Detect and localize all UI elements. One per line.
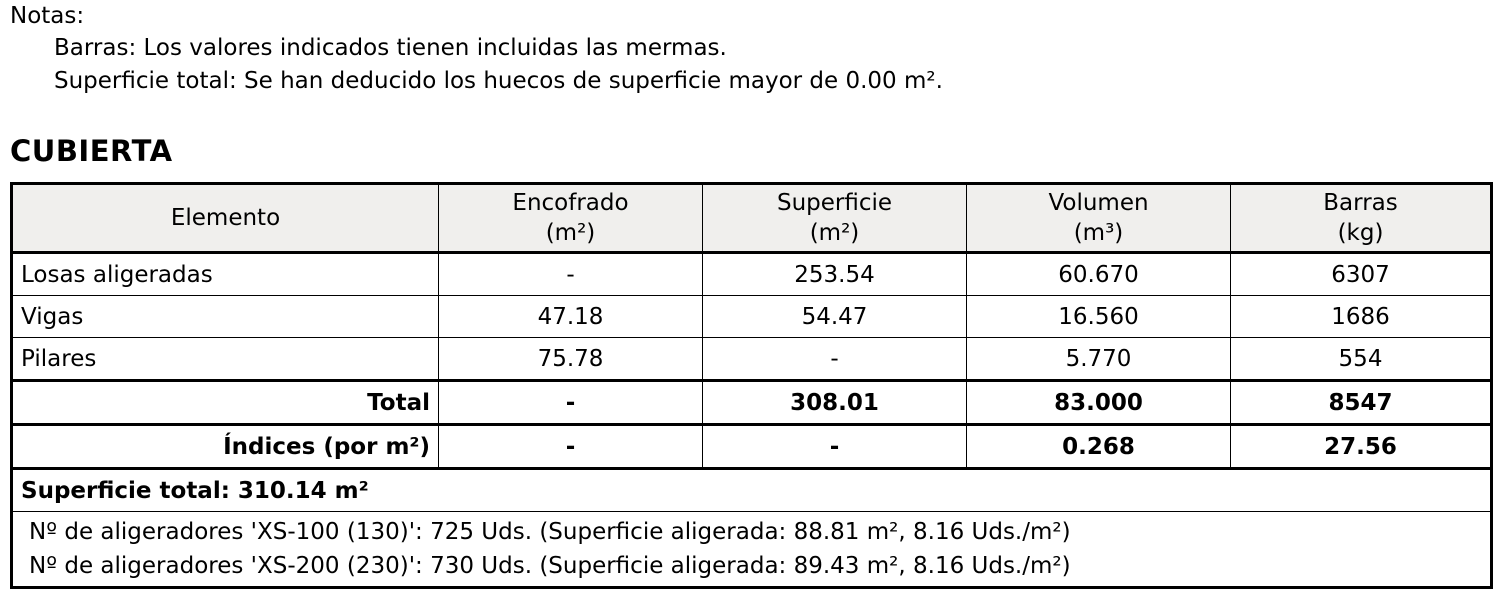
- superficie-total-row: Superficie total: 310.14 m²: [11, 467, 1492, 512]
- aligeradores-info: Nº de aligeradores 'XS-100 (130)': 725 U…: [11, 511, 1492, 588]
- cell: -: [702, 423, 967, 470]
- table-row: Losas aligeradas - 253.54 60.670 6307: [11, 252, 1492, 296]
- cell: 75.78: [438, 337, 703, 381]
- cell: Losas aligeradas: [11, 252, 439, 296]
- table-row: Vigas 47.18 54.47 16.560 1686: [11, 295, 1492, 338]
- superficie-total: Superficie total: 310.14 m²: [11, 467, 1492, 512]
- aligeradores-row: Nº de aligeradores 'XS-100 (130)': 725 U…: [11, 511, 1492, 588]
- aligeradores-line: Nº de aligeradores 'XS-200 (230)': 730 U…: [29, 553, 1071, 579]
- cell: -: [438, 379, 703, 426]
- notes-title: Notas:: [10, 3, 85, 29]
- cell: 0.268: [966, 423, 1231, 470]
- cell: 554: [1230, 337, 1492, 381]
- cell: 5.770: [966, 337, 1231, 381]
- cell: 47.18: [438, 295, 703, 338]
- cell: 54.47: [702, 295, 967, 338]
- table-header-row: Elemento Encofrado (m²) Superficie (m²) Vo…: [11, 183, 1492, 254]
- cell: 83.000: [966, 379, 1231, 426]
- header-volumen: Volumen (m³): [966, 183, 1231, 254]
- header-barras: Barras (kg): [1230, 183, 1492, 254]
- cell: Vigas: [11, 295, 439, 338]
- cell: 60.670: [966, 252, 1231, 296]
- cell: 308.01: [702, 379, 967, 426]
- cell: 27.56: [1230, 423, 1492, 470]
- cell: -: [702, 337, 967, 381]
- cell: 16.560: [966, 295, 1231, 338]
- cell: 6307: [1230, 252, 1492, 296]
- cell: Índices (por m²): [11, 423, 439, 470]
- summary-table: Elemento Encofrado (m²) Superficie (m²) Vo…: [10, 182, 1493, 589]
- indices-row: Índices (por m²) - - 0.268 27.56: [11, 423, 1492, 470]
- aligeradores-line: Nº de aligeradores 'XS-100 (130)': 725 U…: [29, 519, 1071, 545]
- cell: -: [438, 252, 703, 296]
- header-encofrado: Encofrado (m²): [438, 183, 703, 254]
- cell: -: [438, 423, 703, 470]
- total-row: Total - 308.01 83.000 8547: [11, 379, 1492, 426]
- cell: 8547: [1230, 379, 1492, 426]
- section-title: CUBIERTA: [10, 134, 173, 168]
- table-row: Pilares 75.78 - 5.770 554: [11, 337, 1492, 381]
- cell: 1686: [1230, 295, 1492, 338]
- header-elemento: Elemento: [11, 183, 439, 254]
- note-line: Barras: Los valores indicados tienen inc…: [54, 35, 727, 61]
- cell: Total: [11, 379, 439, 426]
- cell: 253.54: [702, 252, 967, 296]
- header-superficie: Superficie (m²): [702, 183, 967, 254]
- note-line: Superficie total: Se han deducido los hu…: [54, 68, 943, 94]
- cell: Pilares: [11, 337, 439, 381]
